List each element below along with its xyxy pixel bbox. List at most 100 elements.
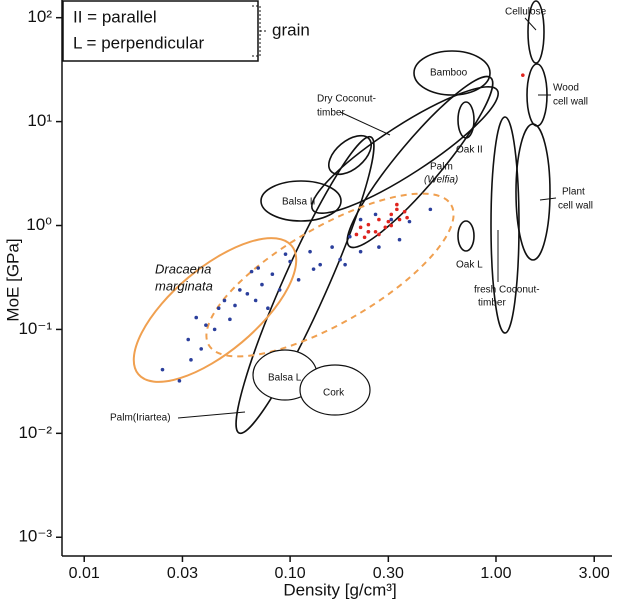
point	[186, 337, 191, 342]
region-label: Palm	[430, 162, 453, 173]
point	[245, 292, 250, 296]
point	[362, 235, 367, 240]
region	[457, 220, 475, 252]
x-tick-label: 3.00	[579, 565, 610, 582]
point	[395, 202, 399, 207]
point	[377, 245, 381, 249]
region-label: Cellulose	[505, 7, 547, 18]
point	[318, 262, 322, 267]
point	[383, 225, 388, 230]
point	[216, 306, 221, 311]
region	[346, 75, 494, 249]
point	[296, 278, 301, 282]
region	[527, 0, 545, 64]
y-axis-label: MoE [GPa]	[3, 238, 22, 321]
point	[204, 323, 208, 327]
point	[397, 217, 402, 222]
point	[253, 298, 258, 303]
region-label: Plant	[562, 187, 585, 198]
y-tick-label: 10²	[27, 7, 52, 26]
x-tick-label: 0.01	[69, 565, 100, 582]
region	[132, 237, 298, 383]
point	[407, 219, 412, 224]
point	[233, 303, 237, 308]
point	[338, 257, 342, 262]
point	[194, 315, 199, 320]
point	[366, 229, 371, 234]
region-label: Oak L	[456, 260, 483, 271]
point	[343, 262, 347, 267]
region-label: Balsa L	[268, 373, 302, 384]
point	[389, 223, 394, 228]
point	[238, 288, 242, 292]
point	[177, 379, 182, 383]
y-tick-label: 10⁰	[26, 215, 52, 234]
leaders	[177, 17, 557, 419]
point	[270, 272, 275, 276]
region-label: Wood	[553, 83, 579, 94]
region-label: Dracaena	[155, 261, 211, 276]
points	[160, 73, 525, 383]
point	[358, 217, 363, 222]
region-label: Bamboo	[430, 68, 468, 79]
bracket	[252, 5, 268, 57]
point	[189, 358, 193, 362]
y-tick-label: 10¹	[27, 111, 52, 130]
region	[235, 135, 375, 435]
point	[311, 267, 316, 271]
region-label: cell wall	[558, 201, 593, 212]
region-label: timber	[317, 108, 345, 119]
region-label: Dry Coconut-	[317, 94, 376, 105]
point	[395, 207, 399, 212]
point	[160, 367, 165, 372]
point	[288, 259, 292, 264]
regions	[132, 0, 551, 435]
x-tick-label: 1.00	[480, 565, 511, 582]
point	[277, 288, 282, 292]
leader	[524, 17, 537, 31]
point	[330, 245, 334, 249]
point	[354, 232, 359, 237]
region	[299, 364, 371, 416]
point	[260, 282, 264, 287]
point	[249, 269, 254, 274]
point	[373, 229, 378, 234]
region	[311, 85, 499, 215]
legend-text: L = perpendicular	[73, 33, 205, 52]
point	[308, 249, 312, 254]
point	[377, 232, 381, 237]
point	[389, 212, 394, 217]
region	[490, 116, 520, 334]
y-tick-label: 10⁻¹	[18, 319, 52, 338]
region	[413, 50, 491, 96]
point	[402, 209, 407, 214]
region-label: Palm(Iriartea)	[110, 413, 171, 424]
region-label: cell wall	[553, 97, 588, 108]
point	[283, 252, 288, 256]
y-tick-label: 10⁻²	[18, 423, 52, 442]
legend: II = parallel L = perpendicular grain	[62, 0, 310, 62]
region	[328, 134, 372, 176]
point	[386, 219, 391, 224]
region	[260, 180, 342, 222]
x-tick-label: 0.10	[275, 565, 306, 582]
region	[205, 192, 455, 358]
x-axis-label: Density [g/cm³]	[283, 580, 396, 599]
point	[266, 306, 270, 311]
leader	[339, 111, 391, 136]
x-tick-label: 0.30	[373, 565, 404, 582]
leader	[177, 411, 246, 419]
region-label: timber	[478, 298, 506, 309]
region-label: fresh Coconut-	[474, 285, 540, 296]
point	[389, 217, 394, 222]
region-label: marginata	[155, 278, 213, 293]
point	[358, 249, 363, 254]
point	[228, 317, 232, 322]
region	[457, 101, 475, 139]
region-label: Oak II	[456, 145, 483, 156]
region-label: Balsa II	[282, 197, 315, 208]
point	[358, 225, 363, 230]
point	[222, 298, 227, 303]
leader	[539, 197, 557, 201]
